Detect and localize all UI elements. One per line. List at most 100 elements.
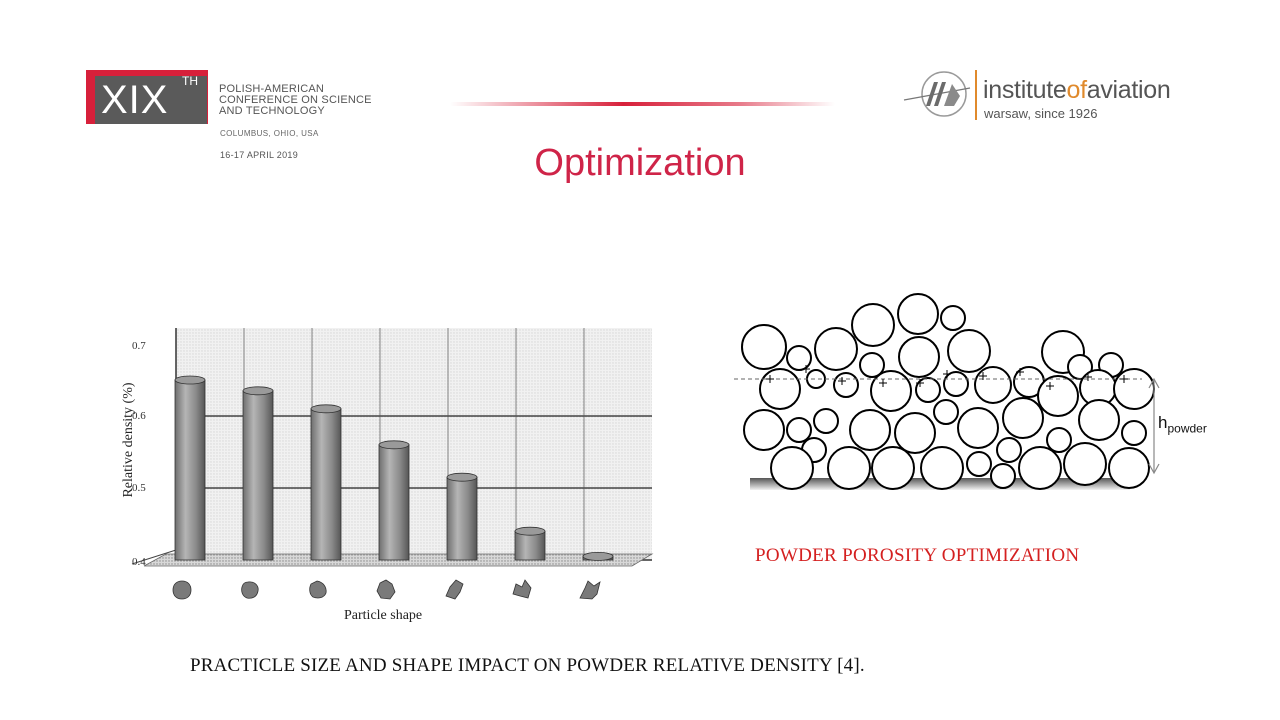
chart-bar [446, 476, 478, 561]
institute-name-part: aviation [1086, 76, 1171, 104]
powder-particle [966, 451, 992, 477]
powder-particle [1046, 427, 1072, 453]
conference-numeral-suffix: TH [182, 74, 198, 88]
powder-particle [1121, 420, 1147, 446]
powder-particle [770, 446, 814, 490]
conference-name: POLISH-AMERICAN CONFERENCE ON SCIENCE AN… [219, 84, 429, 117]
chart-y-tick: 0.4 [132, 556, 146, 568]
institute-logo: instituteofaviation warsaw, since 1926 [900, 66, 1200, 126]
chart-bar-top [514, 526, 546, 536]
powder-particle [786, 345, 812, 371]
institute-emblem-icon [903, 71, 971, 117]
chart-bar-top [446, 472, 478, 482]
particle-center-marker [802, 365, 810, 373]
powder-particle [813, 408, 839, 434]
conference-name-line: POLISH-AMERICAN [219, 83, 325, 95]
relative-density-chart: Relative density (%) 0.7 0.6 0.5 0.4 Par… [96, 320, 656, 630]
powder-height-symbol: h [1158, 413, 1168, 432]
conference-logo: XIX TH POLISH-AMERICAN CONFERENCE ON SCI… [86, 70, 426, 165]
powder-height-arrowhead-down [1148, 463, 1160, 475]
particle-shape-icon [172, 580, 192, 600]
powder-particle [1078, 399, 1120, 441]
powder-particle [827, 446, 871, 490]
conference-date: 16-17 APRIL 2019 [220, 150, 299, 160]
chart-caption: PRACTICLE SIZE AND SHAPE IMPACT ON POWDE… [190, 655, 865, 676]
chart-bar [174, 379, 206, 561]
conference-name-line: AND TECHNOLOGY [219, 105, 325, 117]
powder-particle [898, 336, 940, 378]
particle-center-marker [1016, 368, 1024, 376]
powder-particles-canvas [734, 293, 1160, 490]
powder-particle [1063, 442, 1107, 486]
institute-subtitle: warsaw, since 1926 [984, 106, 1098, 121]
powder-particle [743, 409, 785, 451]
header-divider [450, 102, 835, 106]
particle-shape-icon [579, 580, 601, 600]
powder-particle [851, 303, 895, 347]
powder-particle [996, 437, 1022, 463]
chart-floor-edge [131, 549, 177, 565]
powder-particle [814, 327, 858, 371]
powder-particle [974, 366, 1012, 404]
conference-place: COLUMBUS, OHIO, USA [220, 129, 319, 138]
powder-particle [1108, 447, 1150, 489]
chart-canvas [131, 328, 654, 600]
powder-particle [759, 368, 801, 410]
conference-name-line: CONFERENCE ON SCIENCE [219, 94, 372, 106]
chart-y-tick: 0.5 [132, 482, 146, 494]
powder-particle [947, 329, 991, 373]
powder-particle [897, 293, 939, 335]
powder-particle [957, 407, 999, 449]
powder-particle [871, 446, 915, 490]
particle-shape-icon [309, 580, 327, 599]
chart-y-tick: 0.6 [132, 410, 146, 422]
chart-x-axis-title: Particle shape [344, 608, 423, 623]
particle-shape-icon [241, 581, 259, 599]
powder-particle [849, 409, 891, 451]
chart-bar-top [378, 440, 410, 450]
institute-name-accent: of [1066, 76, 1087, 104]
particle-center-marker [1120, 375, 1128, 383]
chart-bar-top [310, 404, 342, 414]
powder-particle [1018, 446, 1062, 490]
powder-particle [786, 417, 812, 443]
powder-height-arrowhead-up [1148, 377, 1160, 389]
powder-packing-diagram: hpowder [726, 280, 1236, 490]
particle-shape-icon [376, 579, 396, 600]
powder-particle [1113, 368, 1155, 410]
particle-center-marker [1084, 373, 1092, 381]
particle-center-marker [838, 377, 846, 385]
institute-name: instituteofaviation [983, 76, 1171, 105]
chart-bar [378, 444, 410, 561]
powder-particle [1002, 397, 1044, 439]
particle-shape-icon [512, 579, 532, 599]
chart-bar [310, 408, 342, 561]
particle-center-marker [943, 370, 951, 378]
powder-particle [990, 463, 1016, 489]
powder-particle [806, 369, 826, 389]
conference-numeral: XIX [95, 76, 207, 124]
slide-title: Optimization [534, 142, 746, 184]
powder-porosity-caption: POWDER POROSITY OPTIMIZATION [755, 545, 1080, 566]
powder-particle [1037, 375, 1079, 417]
particle-center-marker [766, 375, 774, 383]
powder-particle [915, 377, 941, 403]
powder-particle [943, 371, 969, 397]
chart-bar [514, 530, 546, 561]
particle-shape-icon [445, 579, 464, 600]
powder-particle [859, 352, 885, 378]
powder-particle [741, 324, 787, 370]
institute-logo-separator [975, 70, 977, 120]
chart-bar-top [582, 551, 614, 561]
particle-center-marker [979, 372, 987, 380]
particle-center-marker [879, 379, 887, 387]
institute-name-part: institute [983, 76, 1067, 104]
powder-particle [833, 372, 859, 398]
particle-center-marker [1046, 382, 1054, 390]
powder-particle [940, 305, 966, 331]
powder-height-label: hpowder [1158, 413, 1207, 435]
chart-bar [242, 390, 274, 561]
chart-bar-top [174, 375, 206, 385]
powder-height-subscript: powder [1167, 421, 1207, 436]
powder-particle [870, 370, 912, 412]
